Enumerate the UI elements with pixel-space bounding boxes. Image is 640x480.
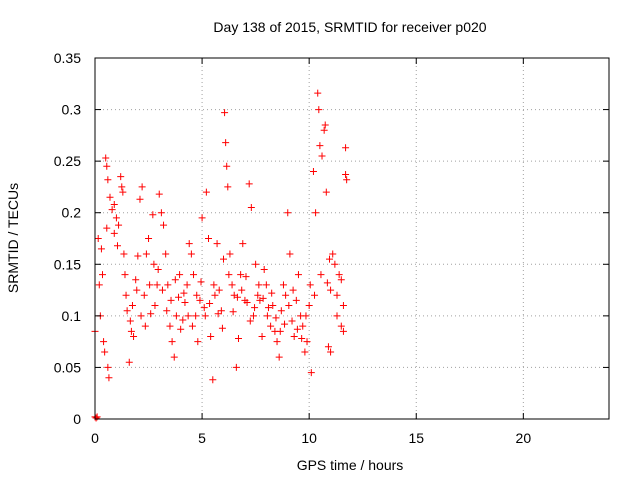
y-tick-label: 0.2 bbox=[62, 205, 82, 221]
scatter-chart: Day 138 of 2015, SRMTID for receiver p02… bbox=[0, 0, 640, 480]
x-tick-label: 20 bbox=[516, 430, 532, 446]
chart-title: Day 138 of 2015, SRMTID for receiver p02… bbox=[213, 19, 486, 35]
x-tick-label: 0 bbox=[91, 430, 99, 446]
x-tick-label: 10 bbox=[301, 430, 317, 446]
chart-background bbox=[0, 0, 640, 480]
y-axis-label: SRMTID / TECUs bbox=[5, 183, 21, 293]
y-tick-label: 0.35 bbox=[54, 50, 81, 66]
y-tick-label: 0.25 bbox=[54, 153, 81, 169]
y-tick-label: 0.15 bbox=[54, 256, 81, 272]
y-tick-label: 0 bbox=[73, 411, 81, 427]
y-tick-label: 0.1 bbox=[62, 308, 82, 324]
y-tick-label: 0.05 bbox=[54, 359, 81, 375]
y-tick-label: 0.3 bbox=[62, 102, 82, 118]
x-tick-label: 5 bbox=[198, 430, 206, 446]
x-axis-label: GPS time / hours bbox=[297, 457, 404, 473]
x-tick-label: 15 bbox=[408, 430, 424, 446]
